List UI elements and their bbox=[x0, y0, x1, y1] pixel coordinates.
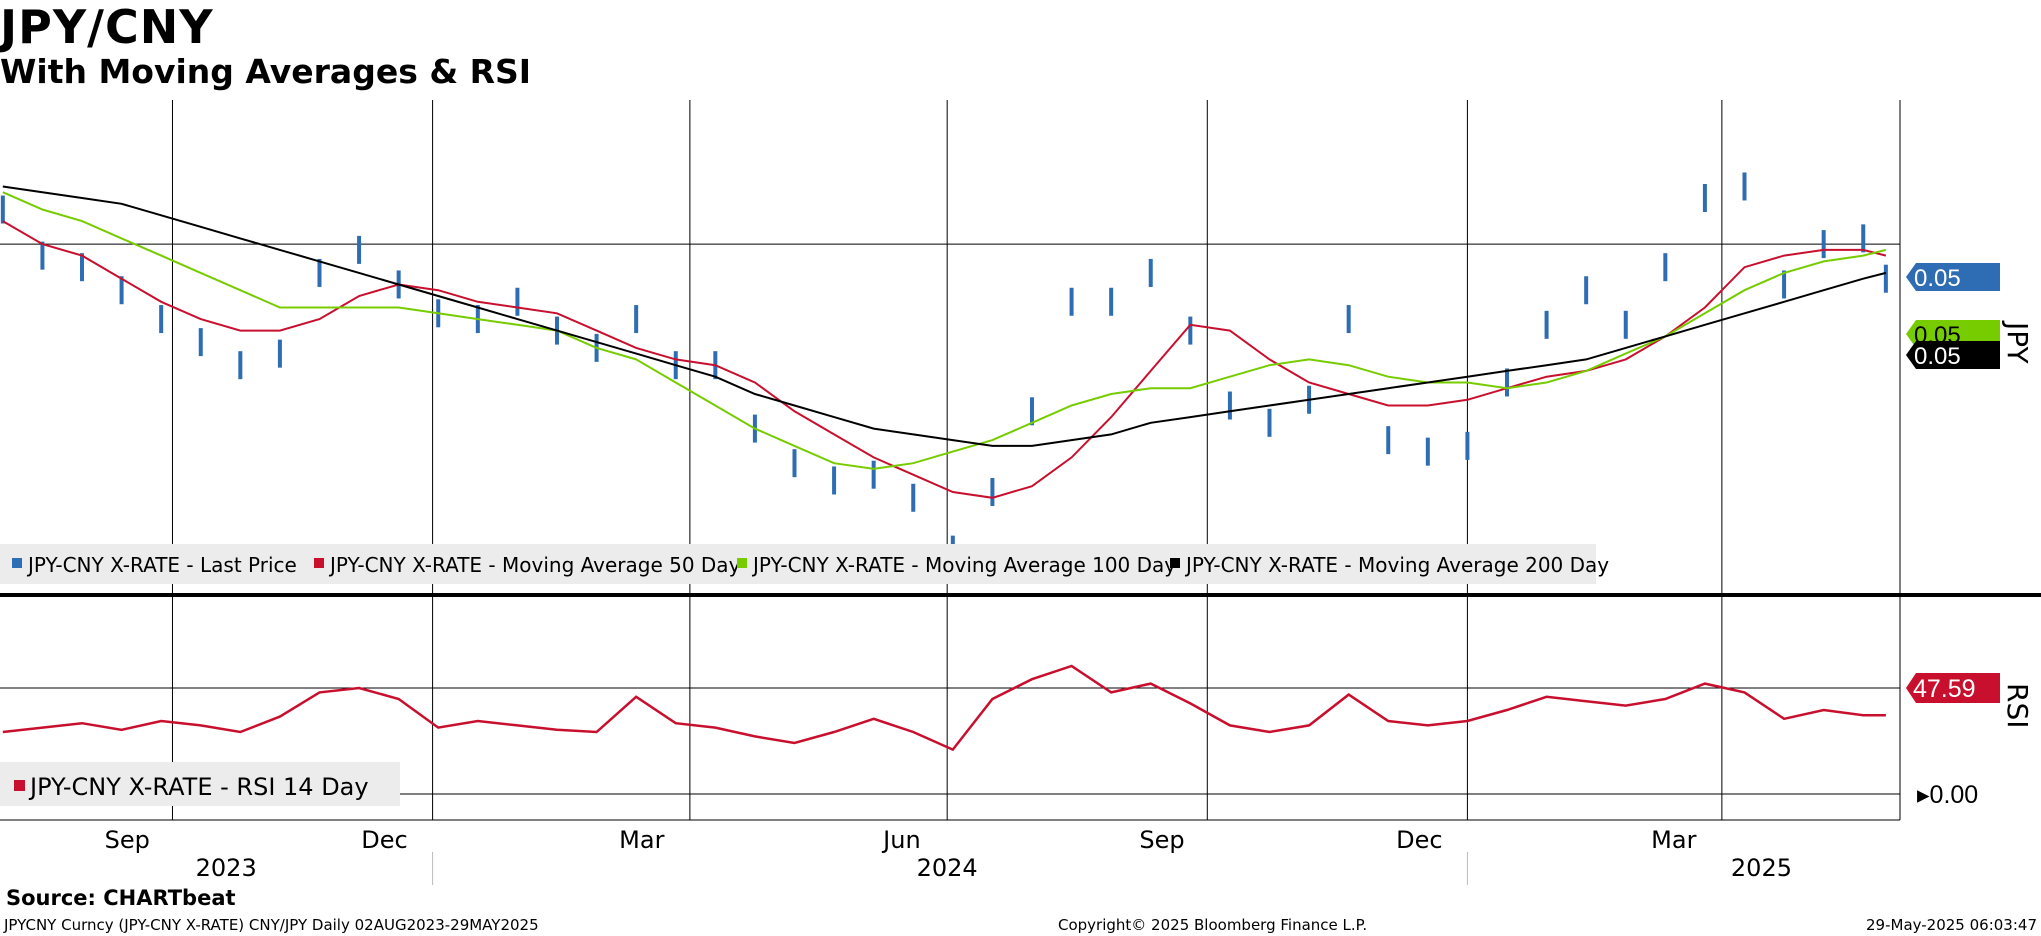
price-flag-0 bbox=[1906, 263, 2000, 291]
price-bar-42 bbox=[1663, 253, 1668, 282]
price-bar-0 bbox=[0, 195, 5, 224]
price-bar-32 bbox=[1267, 408, 1272, 437]
price-bar-2 bbox=[79, 253, 84, 282]
price-bar-44 bbox=[1742, 172, 1747, 201]
x-tick-month-0: Sep bbox=[105, 826, 150, 854]
price-flag-2 bbox=[1906, 341, 2000, 369]
price-bar-29 bbox=[1148, 258, 1153, 287]
price-bar-43 bbox=[1702, 184, 1707, 212]
chart-title: JPY/CNY bbox=[0, 0, 214, 54]
x-tick-month-5: Dec bbox=[1396, 826, 1442, 854]
price-series-line-2 bbox=[2, 191, 1887, 470]
price-bar-23 bbox=[911, 483, 916, 512]
price-bar-1 bbox=[40, 241, 45, 270]
price-bar-21 bbox=[832, 466, 837, 495]
source-label: Source: CHARTbeat bbox=[6, 886, 236, 910]
price-bar-37 bbox=[1465, 431, 1470, 460]
price-bar-27 bbox=[1069, 287, 1074, 316]
price-bar-16 bbox=[634, 305, 639, 334]
price-bar-47 bbox=[1861, 224, 1866, 253]
legend-label-0: JPY-CNY X-RATE - Last Price bbox=[26, 553, 297, 577]
legend-swatch-2 bbox=[737, 558, 747, 568]
legend-swatch-0 bbox=[12, 558, 22, 568]
price-bar-25 bbox=[990, 478, 995, 506]
rsi-zero-label: ▸0.00 bbox=[1917, 781, 1978, 809]
rsi-flag bbox=[1906, 673, 2000, 703]
price-bar-45 bbox=[1782, 270, 1787, 299]
legend-label-2: JPY-CNY X-RATE - Moving Average 100 Day bbox=[751, 553, 1176, 577]
price-flag-label-2: 0.05 bbox=[1914, 343, 1961, 370]
legend-label-3: JPY-CNY X-RATE - Moving Average 200 Day bbox=[1184, 553, 1609, 577]
price-bar-8 bbox=[317, 258, 322, 287]
rsi-flag-label: 47.59 bbox=[1913, 675, 1976, 703]
rsi-legend-bg bbox=[0, 762, 400, 806]
rsi-legend-swatch bbox=[14, 780, 25, 791]
copyright: Copyright© 2025 Bloomberg Finance L.P. bbox=[1058, 916, 1368, 934]
price-bar-40 bbox=[1584, 276, 1589, 305]
price-bar-46 bbox=[1821, 230, 1826, 259]
x-tick-month-2: Mar bbox=[619, 826, 664, 854]
price-bar-5 bbox=[198, 328, 203, 357]
x-tick-year-1: 2024 bbox=[917, 854, 978, 882]
price-bar-36 bbox=[1425, 437, 1430, 466]
price-bar-38 bbox=[1504, 368, 1509, 397]
price-bar-20 bbox=[792, 449, 797, 478]
price-bar-9 bbox=[357, 235, 362, 264]
x-tick-month-1: Dec bbox=[361, 826, 407, 854]
price-bar-26 bbox=[1029, 397, 1034, 426]
price-flag-label-0: 0.05 bbox=[1914, 265, 1961, 292]
legend-swatch-3 bbox=[1170, 558, 1180, 568]
price-bar-41 bbox=[1623, 310, 1628, 339]
price-bar-6 bbox=[238, 351, 243, 380]
legend-swatch-1 bbox=[314, 558, 324, 568]
price-bar-34 bbox=[1346, 305, 1351, 334]
x-tick-year-0: 2023 bbox=[196, 854, 257, 882]
price-bar-39 bbox=[1544, 310, 1549, 339]
price-bar-30 bbox=[1188, 316, 1193, 345]
price-bar-7 bbox=[277, 339, 282, 368]
price-bar-28 bbox=[1109, 287, 1114, 316]
price-bar-35 bbox=[1386, 426, 1391, 455]
price-bar-22 bbox=[871, 460, 876, 489]
price-series-line-3 bbox=[2, 185, 1887, 447]
price-unit-label: JPY bbox=[2001, 320, 2034, 365]
price-series-line-1 bbox=[2, 220, 1887, 499]
rsi-legend-label: JPY-CNY X-RATE - RSI 14 Day bbox=[28, 773, 369, 801]
x-tick-month-3: Jun bbox=[881, 826, 921, 854]
x-tick-month-6: Mar bbox=[1651, 826, 1696, 854]
rsi-unit-label: RSI bbox=[2001, 683, 2034, 729]
price-bar-48 bbox=[1883, 264, 1888, 293]
chart-subtitle: With Moving Averages & RSI bbox=[0, 52, 532, 91]
timestamp: 29-May-2025 06:03:47 bbox=[1866, 916, 2037, 934]
x-tick-year-2: 2025 bbox=[1731, 854, 1792, 882]
price-bar-31 bbox=[1227, 391, 1232, 420]
price-bar-3 bbox=[119, 276, 124, 305]
x-tick-month-4: Sep bbox=[1139, 826, 1184, 854]
price-bar-4 bbox=[159, 305, 164, 334]
rsi-line bbox=[2, 664, 1886, 752]
price-bar-13 bbox=[515, 287, 520, 316]
ticker-info: JPYCNY Curncy (JPY-CNY X-RATE) CNY/JPY D… bbox=[4, 916, 539, 934]
price-legend-bg bbox=[0, 544, 1596, 584]
legend-label-1: JPY-CNY X-RATE - Moving Average 50 Day bbox=[328, 553, 741, 577]
